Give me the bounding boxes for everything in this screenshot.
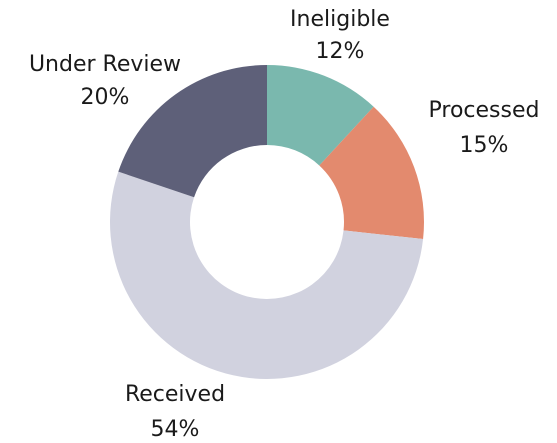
segment-value-label: 54% — [151, 417, 200, 442]
donut-segment — [319, 106, 424, 240]
segment-label: Ineligible — [290, 7, 390, 32]
segment-label: Under Review — [29, 52, 181, 77]
segment-value-label: 15% — [460, 133, 509, 158]
segment-label: Received — [125, 382, 225, 407]
segment-value-label: 20% — [81, 85, 130, 110]
donut-segment — [109, 171, 424, 380]
donut-segment — [118, 64, 267, 198]
segment-label: Processed — [429, 98, 540, 123]
segment-value-label: 12% — [316, 39, 365, 64]
donut-segment — [267, 65, 374, 166]
